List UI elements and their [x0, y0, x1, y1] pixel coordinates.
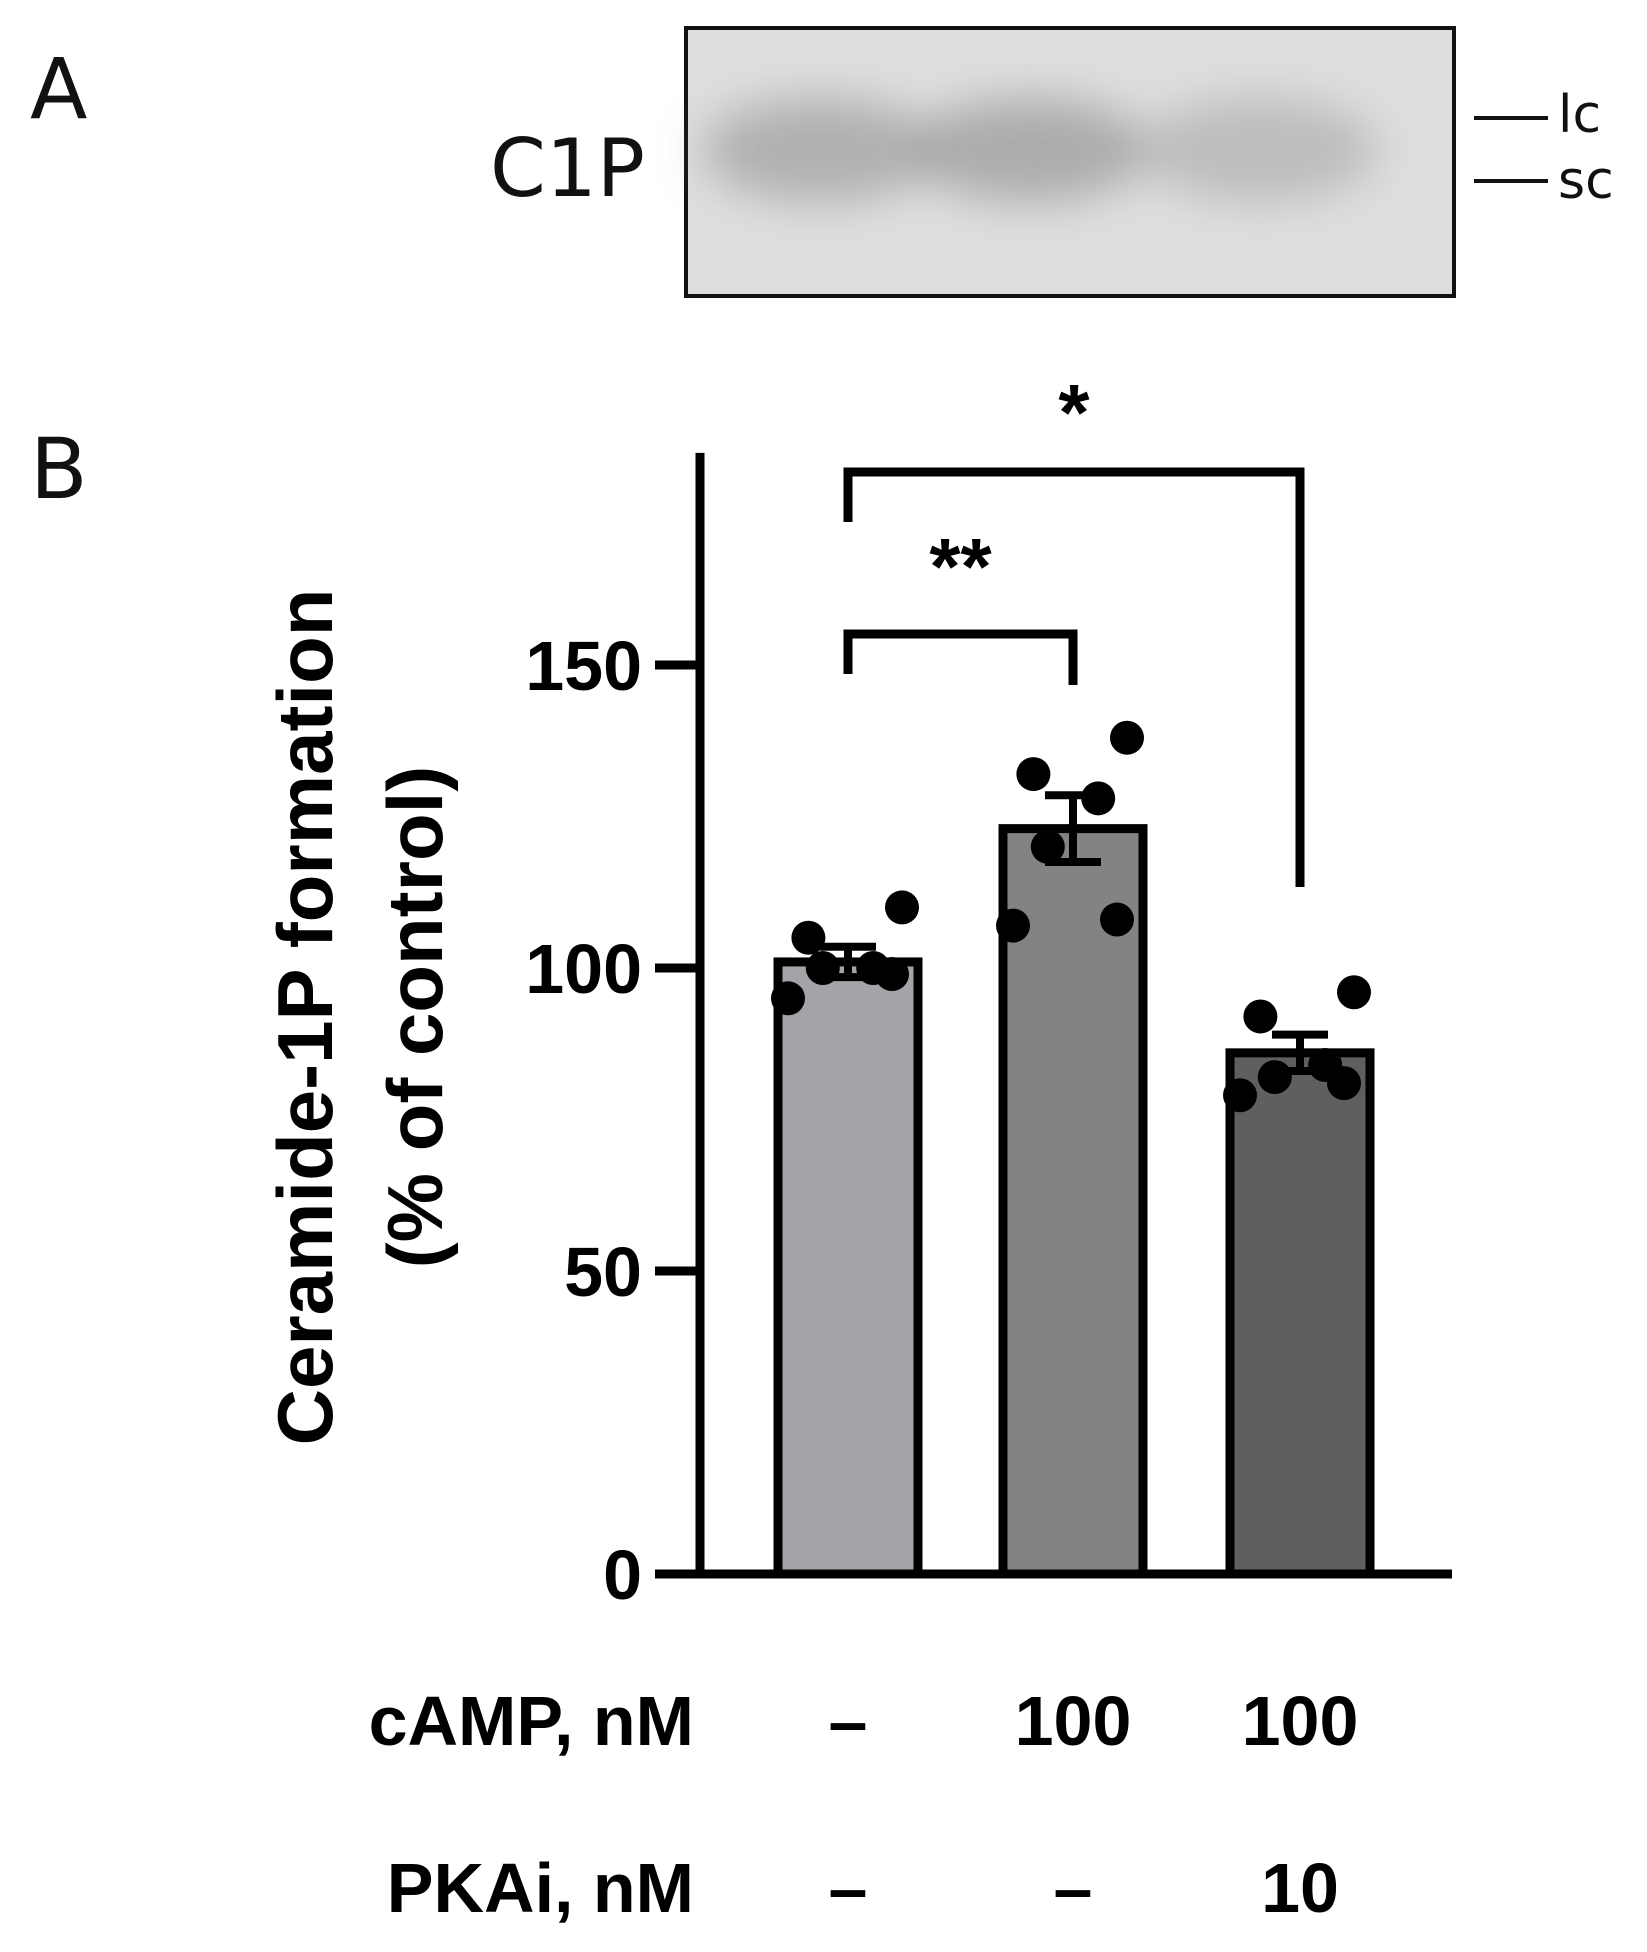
data-point: [805, 951, 840, 985]
y-axis-title-line1: Ceramide-1P formation: [261, 589, 349, 1446]
significance-layer: ***: [843, 368, 1305, 887]
blot-bands: [702, 98, 1378, 202]
data-point: [1110, 720, 1144, 755]
data-point: [856, 951, 891, 985]
significance-bracket: **: [843, 522, 1078, 685]
panel-b-letter: B: [30, 420, 88, 518]
condition-value: 10: [1261, 1849, 1339, 1927]
condition-value: –: [1054, 1849, 1093, 1927]
y-tick-label: 100: [525, 930, 642, 1008]
significance-label: **: [929, 522, 992, 611]
data-point: [1030, 829, 1065, 864]
condition-value: 100: [1242, 1682, 1359, 1760]
bars-layer: [773, 824, 1375, 1579]
significance-label: *: [1058, 368, 1090, 457]
data-point: [1243, 999, 1278, 1034]
condition-value: 100: [1015, 1682, 1132, 1760]
data-point: [1337, 975, 1371, 1010]
condition-value: –: [829, 1849, 868, 1927]
blot-label: C1P: [490, 122, 645, 215]
data-point: [791, 920, 826, 955]
panel-a-letter: A: [30, 40, 87, 138]
condition-row-label: cAMP, nM: [369, 1682, 694, 1760]
data-point: [1016, 757, 1051, 792]
y-tick-label: 0: [603, 1536, 642, 1614]
data-point: [771, 981, 805, 1016]
data-point: [1100, 902, 1134, 937]
bar: [998, 824, 1148, 1579]
data-point: [1257, 1060, 1292, 1095]
data-point: [885, 890, 919, 925]
data-points-layer: [771, 720, 1371, 1113]
condition-labels: cAMP, nM – 100 100 PKAi, nM – – 10: [369, 1682, 1359, 1927]
condition-value: –: [829, 1682, 868, 1760]
data-point: [1081, 781, 1116, 816]
blot-band: [912, 98, 1148, 202]
data-point: [1308, 1047, 1343, 1082]
y-tick-label: 150: [525, 627, 642, 705]
blot-image: [684, 26, 1456, 298]
bar: [1225, 1048, 1375, 1579]
marker-label-lc: lc: [1558, 85, 1601, 145]
y-axis: 0 50 100 150: [525, 452, 1452, 1614]
significance-bracket: *: [843, 368, 1305, 887]
y-tick-label: 50: [564, 1233, 642, 1311]
condition-row-label: PKAi, nM: [387, 1849, 694, 1927]
blot-band: [702, 98, 938, 202]
data-point: [1223, 1078, 1257, 1113]
bar: [773, 957, 923, 1579]
y-axis-title-line2: (% of control): [371, 766, 459, 1269]
marker-label-sc: sc: [1558, 151, 1614, 211]
blot-band: [1142, 98, 1378, 202]
data-point: [996, 908, 1030, 943]
